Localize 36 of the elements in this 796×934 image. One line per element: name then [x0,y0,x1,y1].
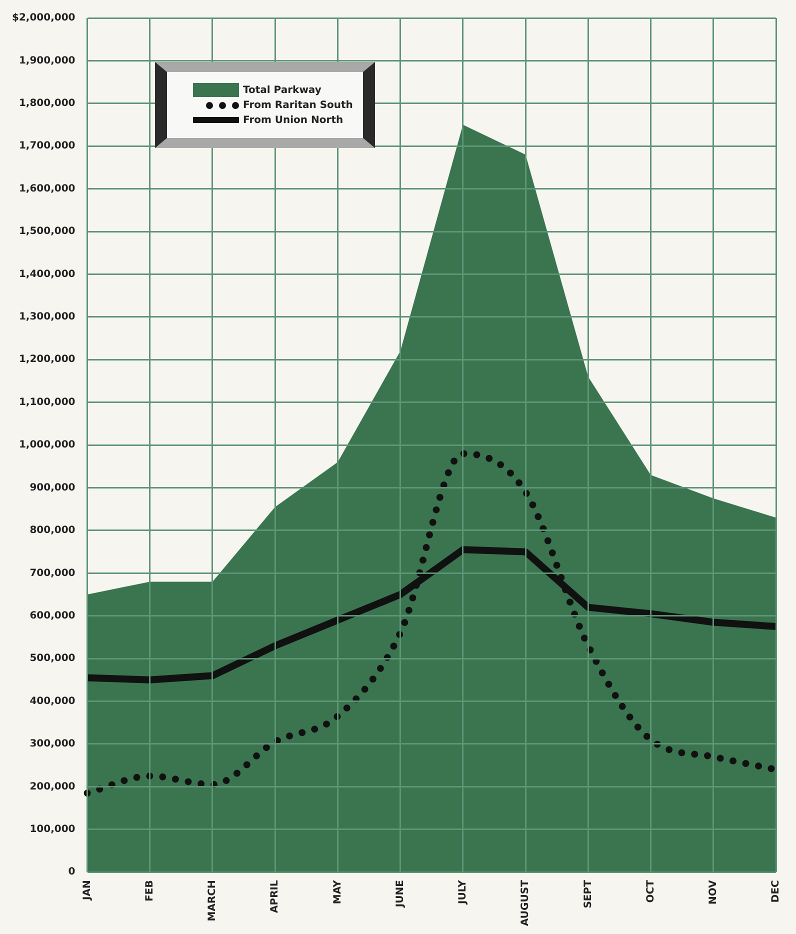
y-tick-label: 1,900,000 [18,55,76,66]
legend-label: From Raritan South [243,100,353,110]
y-tick-label: 100,000 [30,824,76,835]
y-tick-label: 1,300,000 [18,312,76,323]
y-tick-label: 800,000 [30,525,76,536]
legend-label: From Union North [243,114,344,126]
y-tick-label: 900,000 [30,482,76,494]
y-tick-label: 1,400,000 [18,268,76,280]
x-tick-label: MARCH [207,880,218,922]
y-tick-label: 1,200,000 [18,354,76,366]
x-tick-label: OCT [645,880,656,903]
x-tick-label: FEB [144,880,156,902]
y-tick-label: 500,000 [30,653,76,664]
y-tick-label: 1,500,000 [18,226,76,238]
y-tick-label: 1,100,000 [18,396,76,408]
y-tick-label: 600,000 [30,610,76,622]
x-tick-label: DEC [770,880,782,903]
y-tick-label: 700,000 [30,568,76,579]
y-tick-label: 1,700,000 [18,140,76,152]
y-tick-label: 400,000 [30,696,76,707]
y-tick-label: 1,600,000 [18,183,76,194]
legend-label: Total Parkway [243,84,322,96]
y-tick-label: 1,000,000 [18,440,76,451]
x-tick-label: JAN [82,880,93,901]
y-tick-label: 200,000 [30,781,76,792]
x-tick-label: JULY [458,879,469,906]
x-tick-label: JUNE [394,880,406,908]
x-tick-label: APRIL [270,879,281,913]
x-tick-label: SEPT [582,880,594,908]
y-tick-label: 300,000 [30,738,76,750]
x-tick-label: AUGUST [520,880,532,926]
y-tick-label: 1,800,000 [18,98,76,110]
y-tick-label: $2,000,000 [12,12,76,24]
x-tick-label: NOV [708,880,719,904]
x-tick-label: MAY [332,879,344,904]
y-tick-label: 0 [68,866,76,878]
